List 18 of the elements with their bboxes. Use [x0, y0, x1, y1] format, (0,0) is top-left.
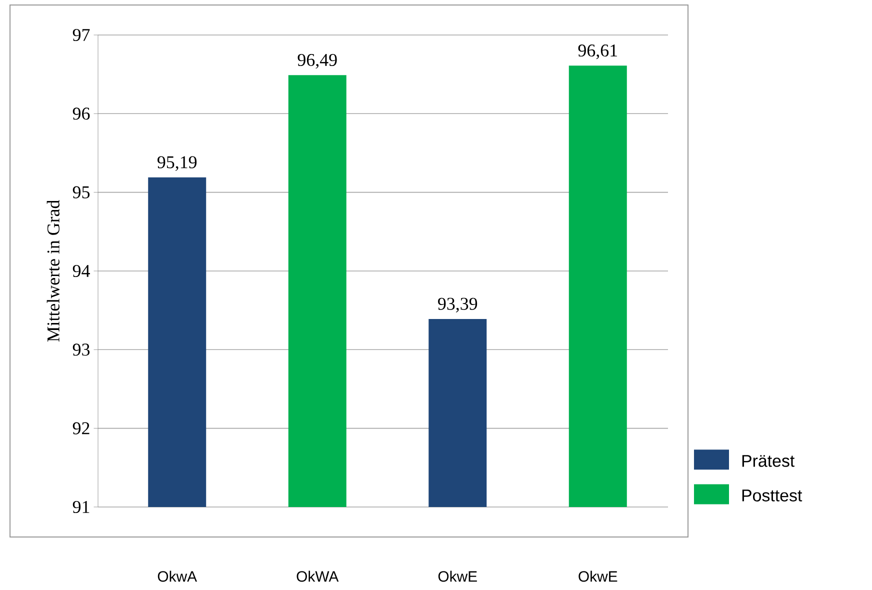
data-label: 95,19 — [158, 156, 197, 171]
y-tick-label: 91 — [72, 500, 90, 514]
data-label: 96,49 — [298, 54, 337, 69]
data-label: 96,61 — [578, 44, 617, 60]
y-tick-label: 94 — [72, 264, 90, 278]
x-tick-label: OkwE — [438, 570, 477, 582]
y-tick-label: 97 — [72, 28, 90, 42]
legend-label: Prätest — [742, 455, 795, 467]
y-tick-label: 95 — [72, 186, 90, 198]
y-tick-label: 92 — [72, 422, 90, 434]
y-axis-title: Mittelwerte in Grad — [46, 200, 60, 342]
x-tick-label: OkwA — [158, 570, 198, 582]
data-label: 93,39 — [438, 298, 478, 312]
x-tick-label: OkWA — [296, 570, 339, 582]
y-tick-label: 93 — [72, 344, 90, 356]
y-tick-label: 96 — [72, 108, 90, 120]
legend-label: Posttest — [742, 490, 802, 502]
x-tick-label: OkwE — [578, 570, 618, 582]
